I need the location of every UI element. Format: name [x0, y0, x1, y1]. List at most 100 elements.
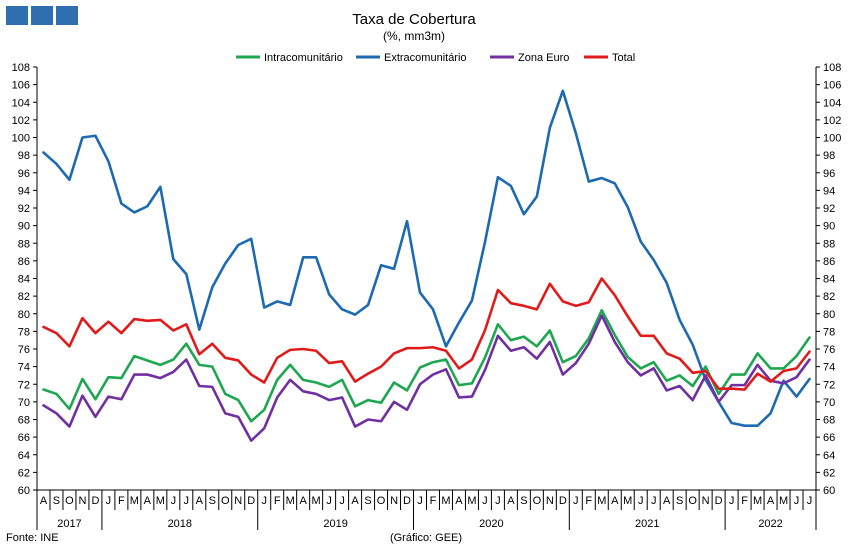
y-tick-label-right: 66	[823, 432, 835, 444]
y-tick-label-left: 62	[18, 467, 30, 479]
y-tick-label-left: 70	[18, 397, 30, 409]
source-note: Fonte: INE	[6, 532, 59, 544]
x-month-label: O	[533, 495, 542, 507]
x-year-label: 2019	[323, 518, 347, 530]
y-tick-label-left: 82	[18, 291, 30, 303]
x-month-label: J	[171, 495, 177, 507]
x-month-label: M	[286, 495, 295, 507]
x-year-label: 2017	[57, 518, 81, 530]
legend-label-total: Total	[612, 52, 635, 64]
x-month-label: M	[467, 495, 476, 507]
x-month-label: A	[351, 495, 359, 507]
chart-title: Taxa de Cobertura	[352, 11, 476, 28]
series-line-intracomunitario	[42, 308, 811, 423]
y-tick-label-left: 74	[18, 362, 30, 374]
y-tick-label-right: 108	[823, 62, 841, 74]
x-month-label: S	[209, 495, 216, 507]
y-tick-label-left: 76	[18, 344, 30, 356]
logo-block-3	[56, 6, 78, 25]
y-tick-label-right: 106	[823, 80, 841, 92]
x-month-label: J	[417, 495, 423, 507]
x-month-label: M	[156, 495, 165, 507]
x-month-label: J	[339, 495, 345, 507]
x-month-label: S	[520, 495, 527, 507]
x-month-label: J	[807, 495, 813, 507]
y-tick-label-left: 66	[18, 432, 30, 444]
y-tick-label-right: 94	[823, 185, 835, 197]
y-tick-label-left: 90	[18, 221, 30, 233]
x-month-label: A	[507, 495, 515, 507]
x-month-label: F	[585, 495, 592, 507]
y-tick-label-right: 86	[823, 256, 835, 268]
y-tick-label-left: 108	[12, 62, 30, 74]
x-month-label: J	[184, 495, 190, 507]
x-month-label: M	[623, 495, 632, 507]
x-year-label: 2018	[168, 518, 192, 530]
x-month-label: M	[753, 495, 762, 507]
x-month-label: F	[741, 495, 748, 507]
credit-note: (Gráfico: GEE)	[390, 532, 462, 544]
x-month-label: A	[663, 495, 671, 507]
x-month-label: O	[377, 495, 386, 507]
x-month-label: A	[40, 495, 48, 507]
y-tick-label-left: 72	[18, 379, 30, 391]
y-tick-label-left: 64	[18, 450, 30, 462]
x-month-label: O	[221, 495, 230, 507]
y-tick-label-left: 84	[18, 274, 30, 286]
y-tick-label-right: 84	[823, 274, 835, 286]
y-tick-label-left: 94	[18, 185, 30, 197]
y-tick-label-left: 60	[18, 485, 30, 497]
y-tick-label-left: 68	[18, 415, 30, 427]
x-month-label: N	[234, 495, 242, 507]
y-tick-label-right: 100	[823, 133, 841, 145]
x-month-label: N	[702, 495, 710, 507]
x-month-label: S	[53, 495, 60, 507]
x-month-label: F	[118, 495, 125, 507]
x-month-label: N	[78, 495, 86, 507]
x-month-label: J	[794, 495, 800, 507]
x-month-label: A	[299, 495, 307, 507]
y-tick-label-left: 78	[18, 326, 30, 338]
series-layer	[42, 89, 811, 442]
x-month-label: A	[455, 495, 463, 507]
x-year-label: 2020	[479, 518, 503, 530]
x-month-label: M	[779, 495, 788, 507]
y-tick-label-right: 70	[823, 397, 835, 409]
x-month-label: J	[573, 495, 579, 507]
y-tick-label-right: 104	[823, 97, 841, 109]
y-tick-label-right: 72	[823, 379, 835, 391]
y-tick-label-right: 60	[823, 485, 835, 497]
legend: Intracomunitário Extracomunitário Zona Eur…	[236, 52, 635, 64]
y-tick-label-left: 106	[12, 80, 30, 92]
legend-label-zona-euro: Zona Euro	[518, 52, 569, 64]
x-month-label: N	[390, 495, 398, 507]
y-tick-label-right: 80	[823, 309, 835, 321]
x-month-label: M	[312, 495, 321, 507]
x-month-label: M	[441, 495, 450, 507]
legend-label-extracomunitario: Extracomunitário	[384, 52, 467, 64]
x-month-label: D	[559, 495, 567, 507]
y-tick-label-left: 98	[18, 150, 30, 162]
y-tick-label-right: 82	[823, 291, 835, 303]
x-month-label: D	[715, 495, 723, 507]
x-month-label: J	[261, 495, 267, 507]
y-tick-label-right: 96	[823, 168, 835, 180]
y-tick-label-left: 96	[18, 168, 30, 180]
x-month-label: J	[106, 495, 112, 507]
y-tick-label-left: 104	[12, 97, 30, 109]
y-tick-label-right: 92	[823, 203, 835, 215]
x-month-label: J	[651, 495, 657, 507]
x-month-label: M	[597, 495, 606, 507]
axes: 60 60 62 62 64 64 66 66 68 68 70 70 72 72 74 74 76 76 78 78…	[12, 62, 842, 497]
y-tick-label-left: 92	[18, 203, 30, 215]
series-line-zona-euro	[42, 314, 811, 442]
legend-label-intracomunitario: Intracomunitário	[264, 52, 343, 64]
x-year-label: 2021	[635, 518, 659, 530]
y-tick-label-left: 100	[12, 133, 30, 145]
x-month-label: F	[430, 495, 437, 507]
y-tick-label-right: 102	[823, 115, 841, 127]
x-month-label: A	[767, 495, 775, 507]
x-month-label: S	[676, 495, 683, 507]
y-tick-label-right: 88	[823, 238, 835, 250]
